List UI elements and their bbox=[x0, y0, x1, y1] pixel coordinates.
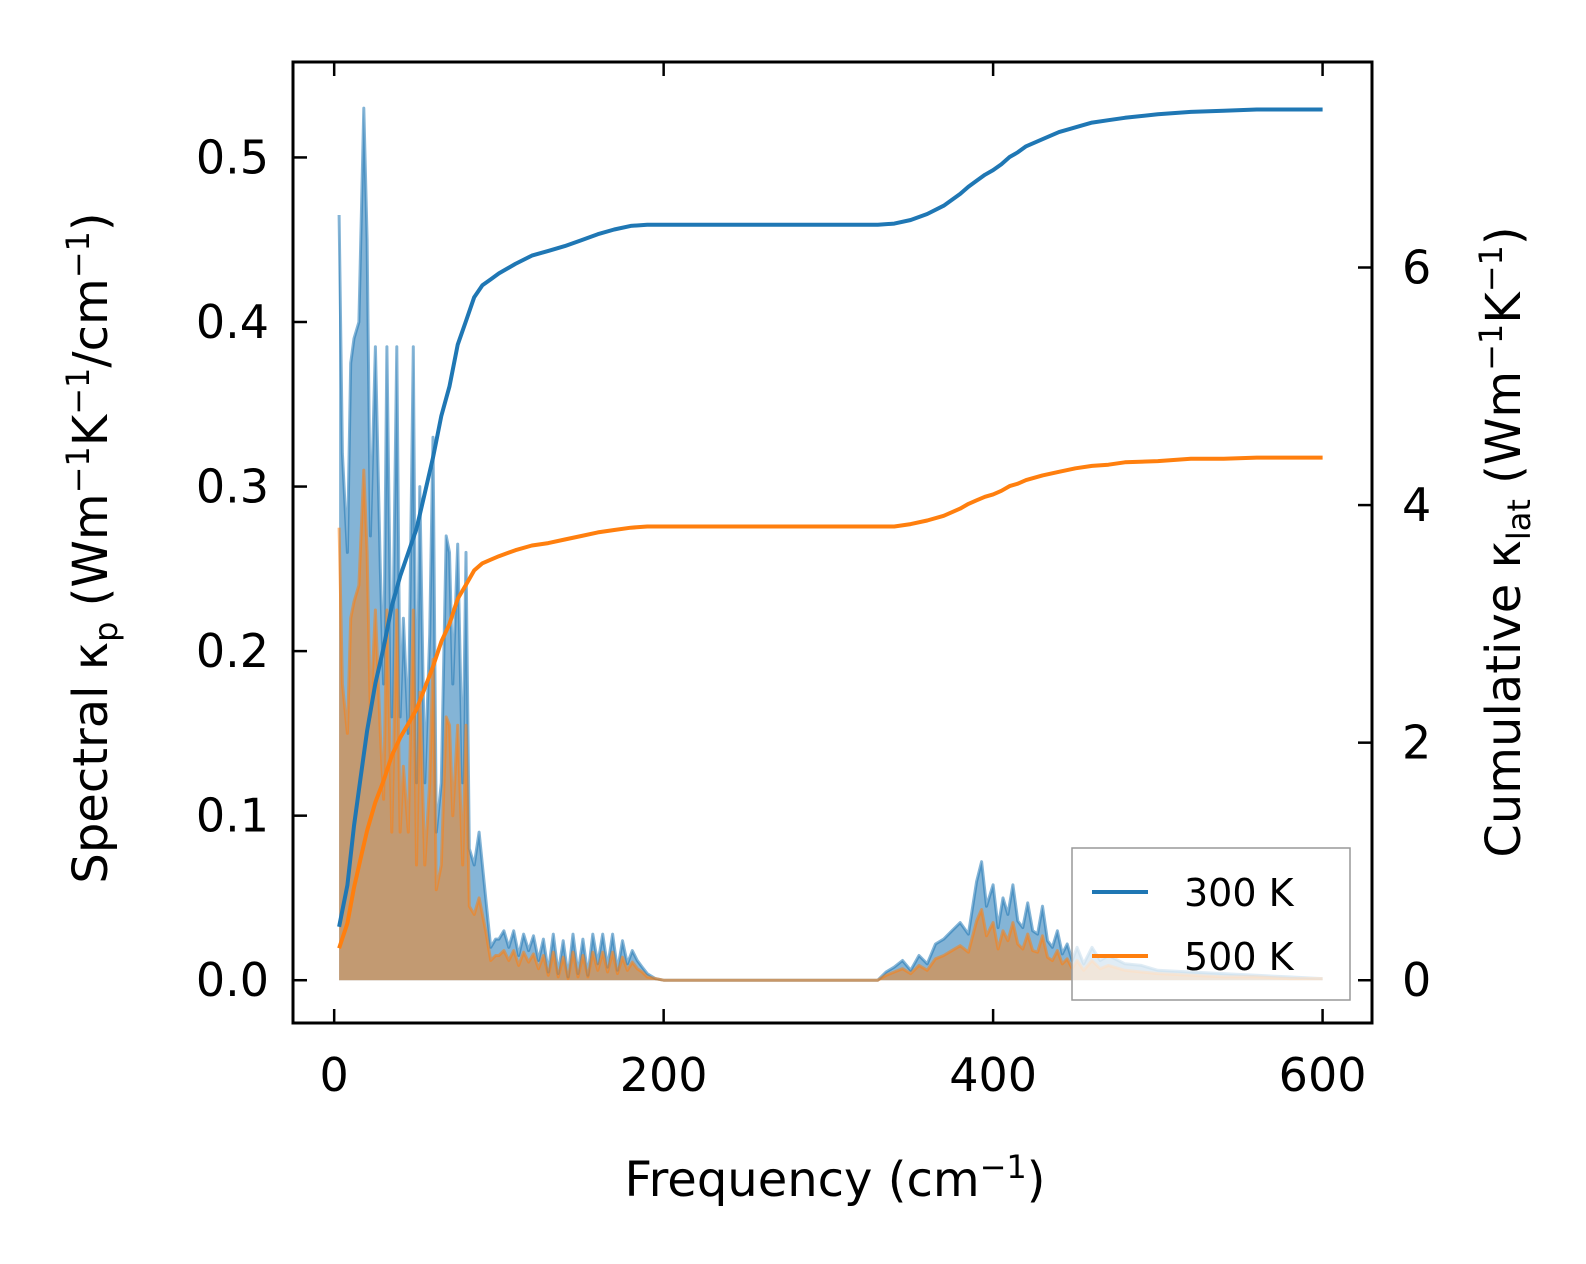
right-y-tick-label-2: 2 bbox=[1402, 716, 1431, 770]
legend-label-500k: 500 K bbox=[1184, 935, 1295, 979]
right-y-tick-label-4: 4 bbox=[1402, 478, 1431, 532]
spectral-line-layer bbox=[337, 106, 1323, 982]
legend-box bbox=[1071, 847, 1351, 1001]
right-y-tick-label-0: 0 bbox=[1402, 953, 1431, 1007]
right-y-axis-label: Cumulative κlat (Wm−1K−1) bbox=[1472, 226, 1538, 857]
spectral-line-500k bbox=[337, 468, 1323, 982]
x-axis: 0 200 400 600 bbox=[320, 62, 1367, 1102]
cumulative-line-500k bbox=[337, 455, 1323, 949]
legend: 300 K 500 K bbox=[1071, 847, 1351, 1001]
x-tick-label-600: 600 bbox=[1279, 1048, 1367, 1102]
x-tick-label-400: 400 bbox=[949, 1048, 1037, 1102]
left-y-tick-label-1: 0.1 bbox=[196, 789, 269, 843]
x-axis-label: Frequency (cm−1) bbox=[624, 1148, 1045, 1208]
left-y-tick-label-0: 0.0 bbox=[196, 953, 269, 1007]
legend-label-300k: 300 K bbox=[1184, 871, 1295, 915]
left-y-tick-label-3: 0.3 bbox=[196, 460, 269, 514]
left-y-axis: 0.0 0.1 0.2 0.3 0.4 0.5 bbox=[196, 130, 307, 1007]
x-tick-label-0: 0 bbox=[320, 1048, 349, 1102]
spectral-fill-layer bbox=[339, 108, 1323, 981]
x-tick-label-200: 200 bbox=[620, 1048, 708, 1102]
plot-frame bbox=[291, 60, 1374, 1025]
spectral-line-300k bbox=[337, 106, 1323, 982]
cumulative-line-300k bbox=[337, 107, 1323, 928]
left-y-axis-label: Spectral κp (Wm−1K−1/cm−1) bbox=[59, 212, 125, 883]
cumulative-line-layer bbox=[337, 107, 1323, 949]
left-y-tick-label-5: 0.5 bbox=[196, 130, 269, 184]
left-y-tick-label-2: 0.2 bbox=[196, 624, 269, 678]
right-y-axis: 0 2 4 6 bbox=[1358, 241, 1431, 1007]
right-y-tick-label-6: 6 bbox=[1402, 241, 1431, 295]
left-y-tick-label-4: 0.4 bbox=[196, 295, 269, 349]
spectral-fill-500k bbox=[339, 470, 1323, 981]
